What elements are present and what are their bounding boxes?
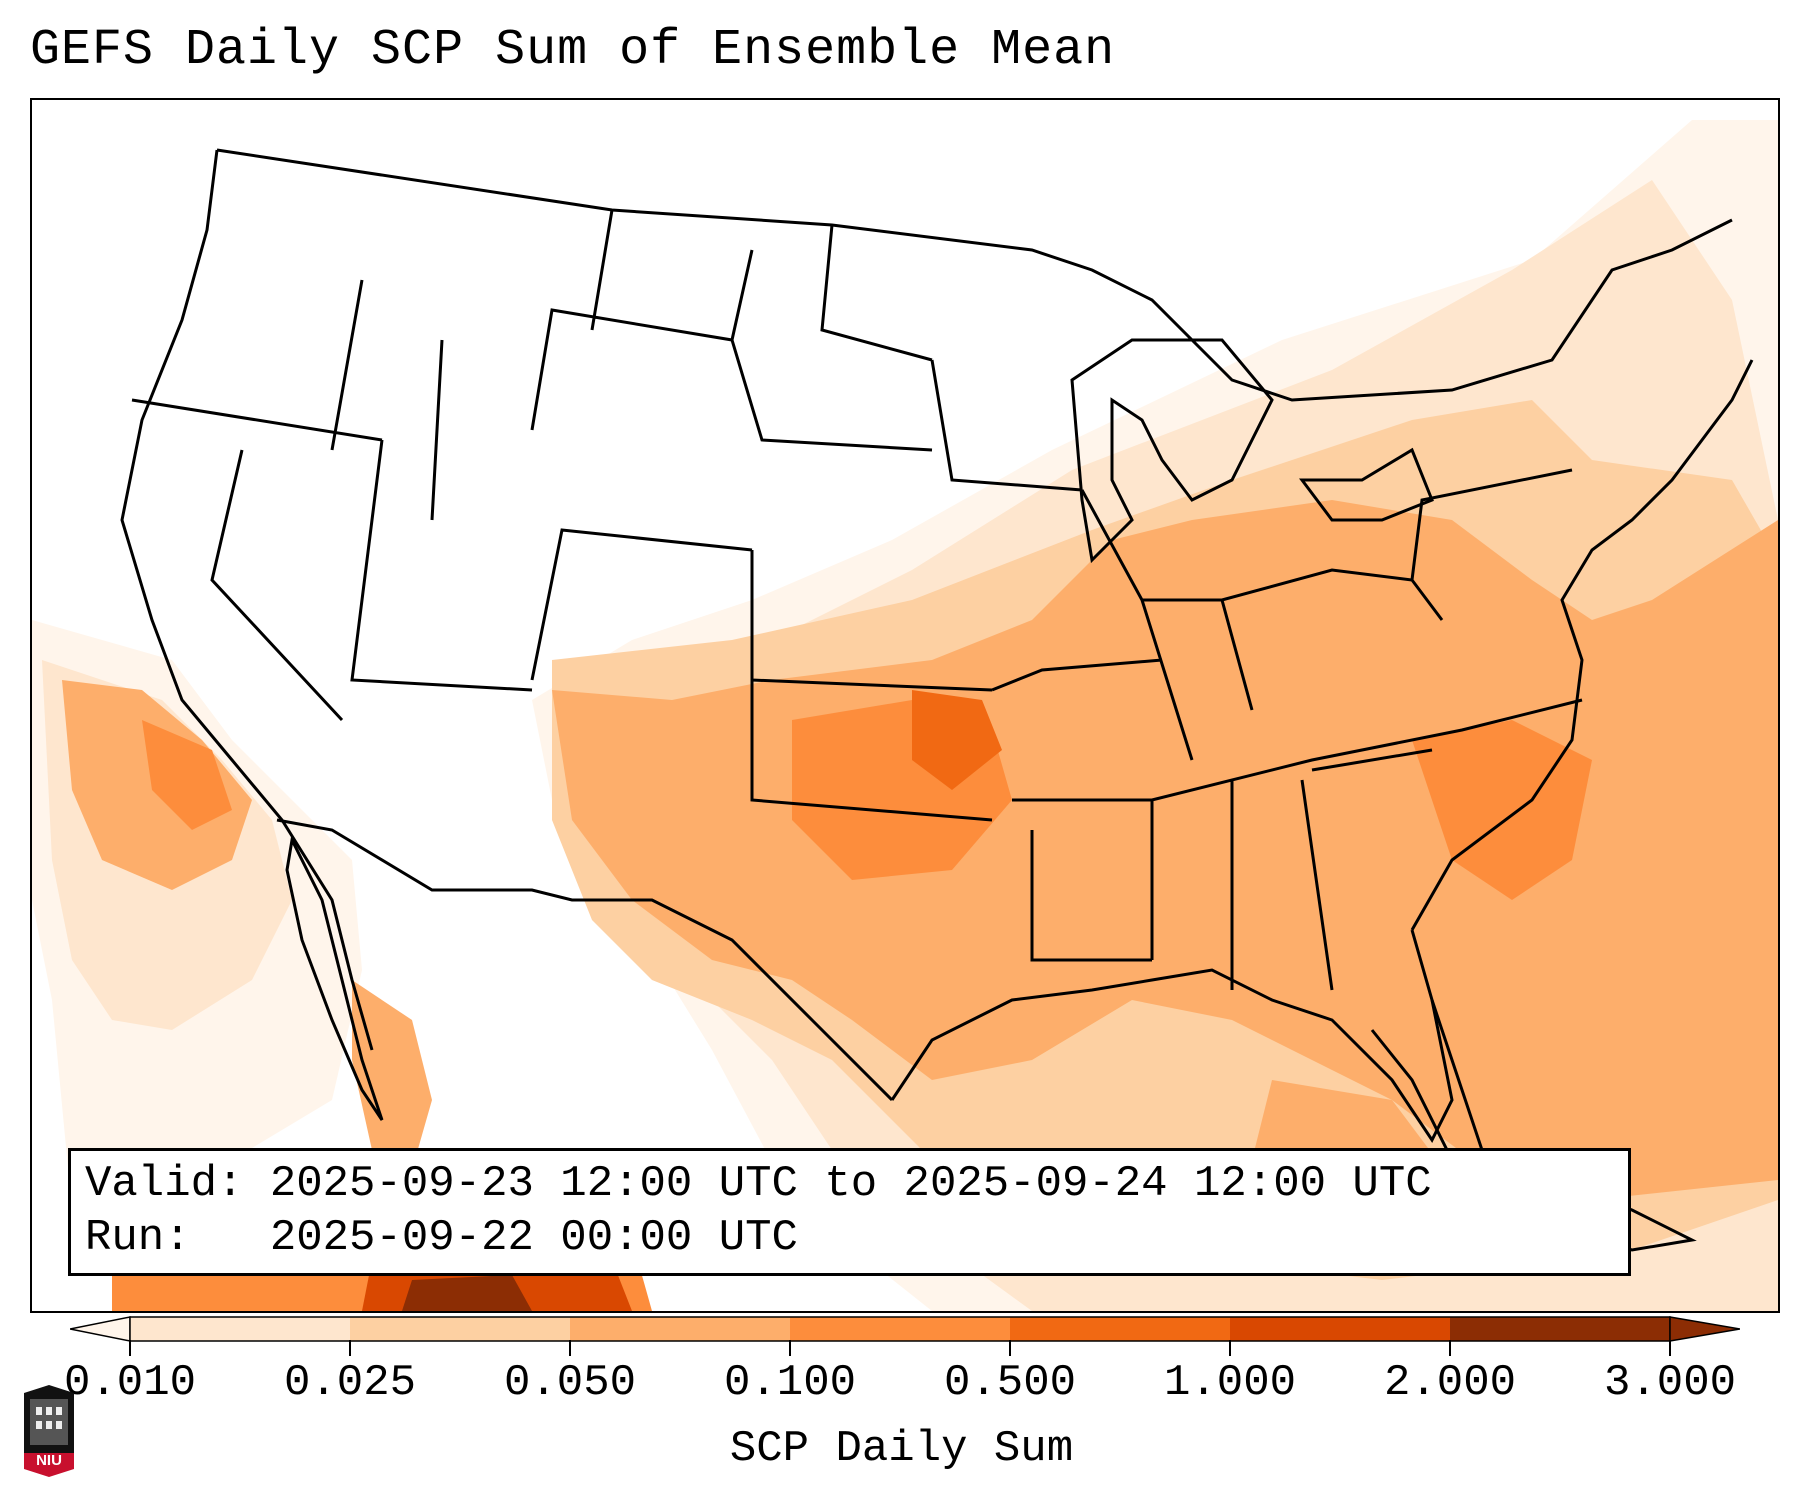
logo-text: NIU: [36, 1452, 62, 1469]
niu-logo: [24, 1385, 74, 1477]
state-lines: [131, 209, 1583, 991]
colorbar-segment: [130, 1317, 351, 1341]
colorbar-extend-high: [1669, 1316, 1740, 1342]
colorbar-segment: [1450, 1317, 1671, 1341]
scp-contour-0.100-central: [552, 500, 1778, 1200]
colorbar-tick-mark: [129, 1340, 131, 1356]
colorbar-tick-mark: [1009, 1340, 1011, 1356]
colorbar-tick-mark: [789, 1340, 791, 1356]
colorbar-segment: [570, 1317, 791, 1341]
colorbar-tick-label: 0.010: [63, 1358, 197, 1408]
scp-contour-3.000-mexico: [402, 1275, 532, 1311]
map-panel: [30, 98, 1780, 1313]
colorbar-tick-mark: [1229, 1340, 1231, 1356]
scp-contour-0.100-mexico: [352, 980, 432, 1170]
scp-contour-0.500-westcoast: [142, 720, 232, 830]
colorbar-segments: [129, 1316, 1671, 1342]
great-lakes: [1070, 338, 1434, 564]
map-title: GEFS Daily SCP Sum of Ensemble Mean: [30, 22, 1116, 79]
boundaries: [120, 148, 1754, 1252]
colorbar-extend-low: [70, 1316, 131, 1342]
us-west-coast: [120, 149, 374, 1051]
scp-field-map: [32, 120, 1778, 1311]
colorbar-tick-label: 0.500: [943, 1358, 1077, 1408]
baja-california: [285, 835, 384, 1121]
valid-run-info-box: Valid: 2025-09-23 12:00 UTC to 2025-09-2…: [68, 1148, 1631, 1276]
colorbar-tick-label: 2.000: [1383, 1358, 1517, 1408]
run-label: Run:: [85, 1213, 191, 1263]
colorbar-tick-label: 0.100: [723, 1358, 857, 1408]
colorbar-tick-label: 0.050: [503, 1358, 637, 1408]
scp-contour-1.000-plains: [912, 690, 1002, 790]
colorbar-ticks: 0.010 0.025 0.050 0.100 0.500 1.000 2.000 3.000: [0, 1340, 1803, 1408]
colorbar-tick-mark: [569, 1340, 571, 1356]
us-mexico-border: [276, 818, 894, 1102]
colorbar-tick-label: 3.000: [1603, 1358, 1737, 1408]
valid-time-range: 2025-09-23 12:00 UTC to 2025-09-24 12:00…: [269, 1159, 1432, 1209]
east-coast: [1410, 359, 1754, 931]
colorbar-tick-mark: [1449, 1340, 1451, 1356]
scp-colorbar: [70, 1316, 1740, 1342]
valid-label: Valid:: [85, 1159, 244, 1209]
colorbar-segment: [1230, 1317, 1451, 1341]
colorbar-tick-label: 0.025: [283, 1358, 417, 1408]
colorbar-segment: [1010, 1317, 1231, 1341]
run-time: 2025-09-22 00:00 UTC: [269, 1213, 798, 1263]
colorbar-tick-label: 1.000: [1163, 1358, 1297, 1408]
colorbar-segment: [790, 1317, 1011, 1341]
gulf-coast: [890, 929, 1454, 1143]
colorbar-tick-mark: [349, 1340, 351, 1356]
colorbar-segment: [350, 1317, 571, 1341]
colorbar-label: SCP Daily Sum: [729, 1424, 1074, 1474]
colorbar-tick-mark: [1669, 1340, 1671, 1356]
